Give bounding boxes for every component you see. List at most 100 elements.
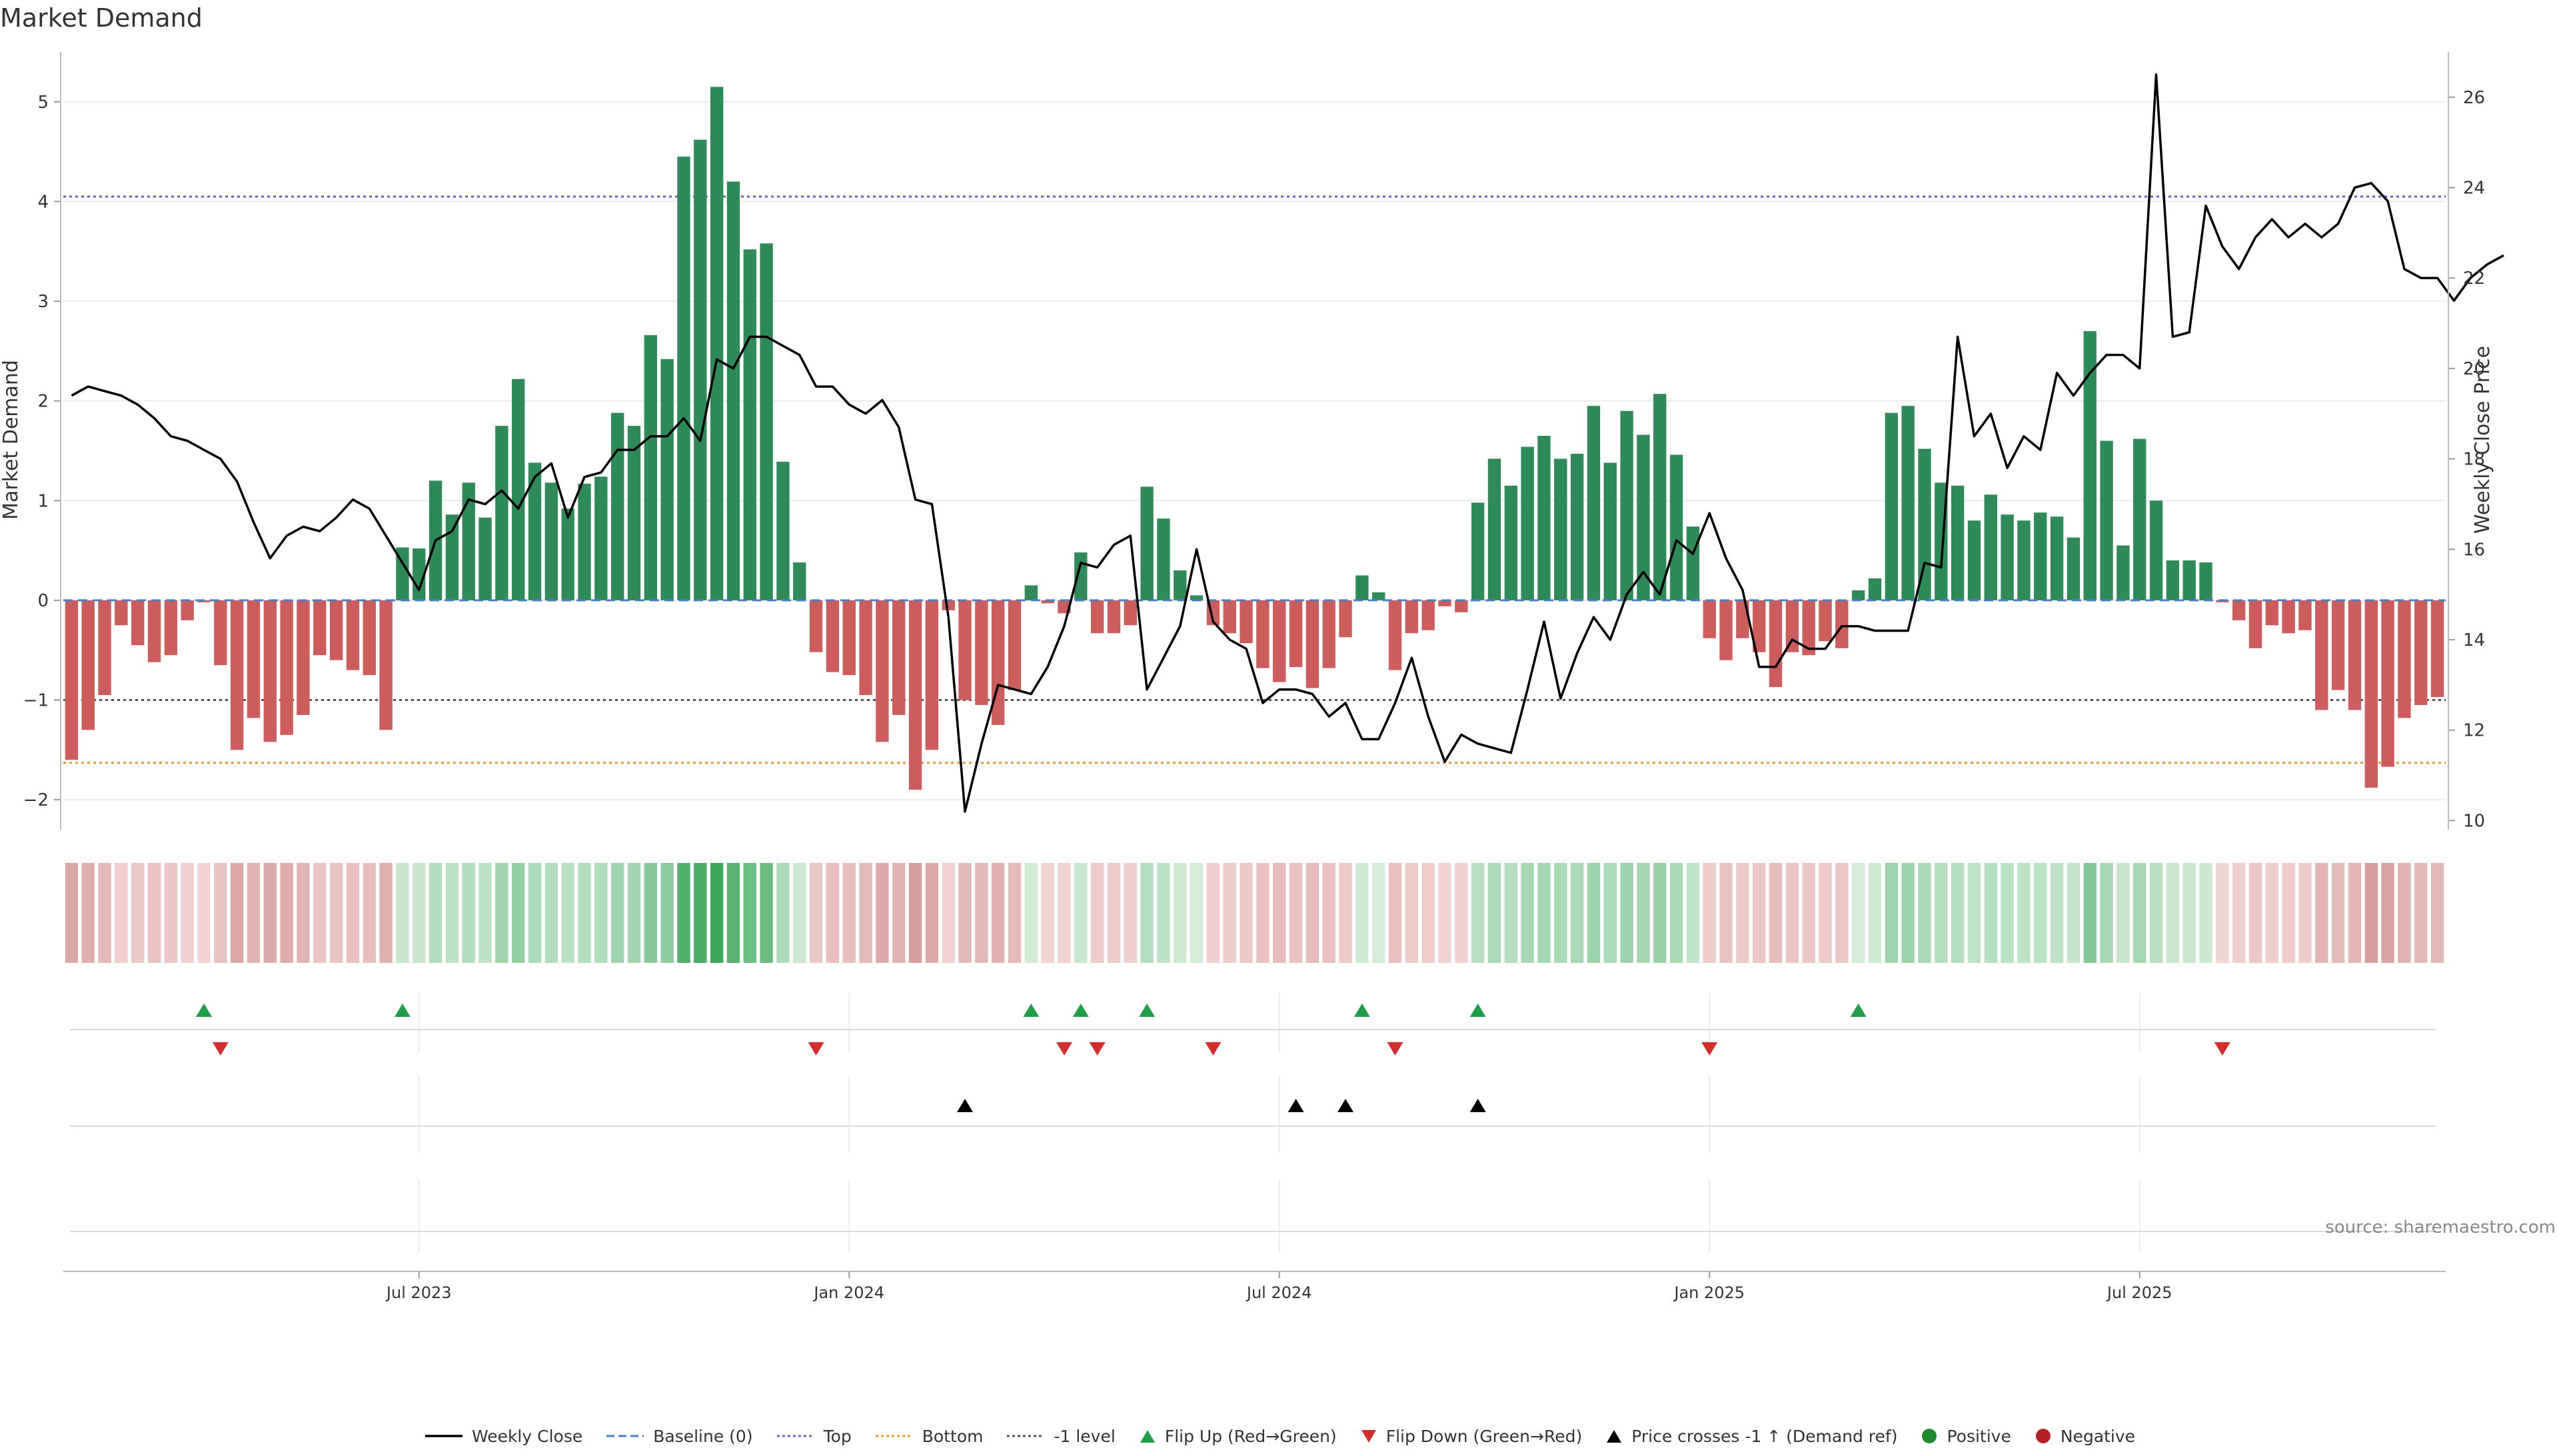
heat-cell <box>280 863 293 963</box>
price-cross-panel <box>70 1076 2436 1153</box>
heat-cell <box>660 863 674 963</box>
demand-bar <box>2398 600 2411 718</box>
y2-tick-label: 10 <box>2463 811 2485 831</box>
demand-bar <box>2166 560 2180 600</box>
heat-cell <box>1719 863 1733 963</box>
heat-cell <box>1951 863 1965 963</box>
heat-cell <box>2348 863 2362 963</box>
price-cross-marker <box>957 1099 974 1112</box>
y2-tick-label: 18 <box>2463 450 2485 470</box>
heat-cell <box>2430 863 2444 963</box>
demand-bar <box>1487 458 1501 600</box>
demand-bar <box>2381 600 2394 767</box>
y2-tick-label: 24 <box>2463 179 2485 199</box>
heat-cell <box>1372 863 1385 963</box>
demand-bar <box>1223 600 1236 634</box>
heat-cell <box>2232 863 2246 963</box>
heat-cell <box>1157 863 1170 963</box>
demand-bar <box>1554 458 1567 600</box>
heat-cell <box>2248 863 2262 963</box>
legend-swatch <box>425 1435 462 1437</box>
legend-item: Weekly Close <box>424 1427 582 1446</box>
demand-bar <box>1140 486 1154 600</box>
demand-bar <box>561 508 574 600</box>
demand-bar <box>297 600 310 715</box>
demand-bar <box>396 547 409 600</box>
heat-cell <box>1851 863 1865 963</box>
flip-up-marker <box>1353 1004 1370 1017</box>
heat-cell <box>859 863 872 963</box>
flip-down-marker <box>212 1042 229 1056</box>
demand-bar <box>1669 454 1683 600</box>
heat-cell <box>2100 863 2113 963</box>
chart-title: Market Demand <box>0 3 203 33</box>
demand-bar <box>842 600 856 676</box>
heat-cell <box>197 863 211 963</box>
y2-tick-label: 22 <box>2463 269 2485 289</box>
heat-cell <box>1537 863 1551 963</box>
heat-cell <box>908 863 922 963</box>
demand-bar <box>1107 600 1121 634</box>
heat-cell <box>594 863 608 963</box>
demand-bar <box>379 600 393 730</box>
heat-cell <box>263 863 277 963</box>
heat-cell <box>1570 863 1584 963</box>
heat-cell <box>1289 863 1303 963</box>
heat-cell <box>462 863 475 963</box>
heat-cell <box>98 863 111 963</box>
demand-bar <box>445 514 459 600</box>
heat-cell <box>1736 863 1749 963</box>
heat-cell <box>428 863 442 963</box>
heat-cell <box>677 863 690 963</box>
legend-label: Weekly Close <box>471 1426 583 1446</box>
heat-cell <box>1901 863 1915 963</box>
demand-bar <box>876 600 889 742</box>
flip-down-marker <box>1089 1042 1106 1056</box>
heat-cell <box>230 863 244 963</box>
demand-bar <box>2182 560 2196 600</box>
demand-bar <box>1885 412 1898 600</box>
demand-bar <box>1190 595 1204 600</box>
demand-bar <box>2364 600 2378 788</box>
demand-bar <box>2133 438 2146 600</box>
flip-down-marker <box>1205 1042 1222 1056</box>
heat-cell <box>1620 863 1633 963</box>
demand-bar <box>793 562 806 600</box>
demand-bar <box>2034 512 2047 600</box>
demand-bar <box>81 600 95 730</box>
demand-bar <box>230 600 244 750</box>
y2-tick-label: 20 <box>2463 359 2485 379</box>
legend-label: Flip Down (Green→Red) <box>1385 1426 1583 1446</box>
demand-bar <box>1703 600 1716 638</box>
demand-bar <box>1686 526 1700 600</box>
heat-cell <box>1471 863 1485 963</box>
heat-cell <box>115 863 128 963</box>
demand-bar <box>760 243 773 600</box>
heat-cell <box>942 863 955 963</box>
heat-cell <box>842 863 856 963</box>
legend-label: Baseline (0) <box>653 1426 753 1446</box>
heat-cell <box>1819 863 1832 963</box>
heat-cell <box>313 863 327 963</box>
heat-cell <box>379 863 393 963</box>
heat-cell <box>1753 863 1766 963</box>
demand-bar <box>2315 600 2328 710</box>
demand-bar <box>2117 545 2130 600</box>
demand-bar <box>1967 520 1981 600</box>
empty-panel <box>70 1179 2436 1253</box>
heat-cell <box>2067 863 2081 963</box>
demand-bar <box>363 600 376 676</box>
demand-bars <box>63 87 2446 790</box>
demand-bar <box>1024 585 1038 600</box>
flip-up-marker <box>1072 1004 1089 1017</box>
demand-bar <box>1504 485 1517 600</box>
heat-cell <box>214 863 227 963</box>
demand-bar <box>214 600 227 666</box>
demand-bar <box>2248 600 2262 648</box>
heat-cell <box>1603 863 1617 963</box>
heat-cell <box>1421 863 1435 963</box>
heat-cell <box>2414 863 2428 963</box>
demand-bar <box>1355 575 1369 600</box>
price-line-group <box>71 73 2504 813</box>
demand-bar <box>677 157 690 600</box>
